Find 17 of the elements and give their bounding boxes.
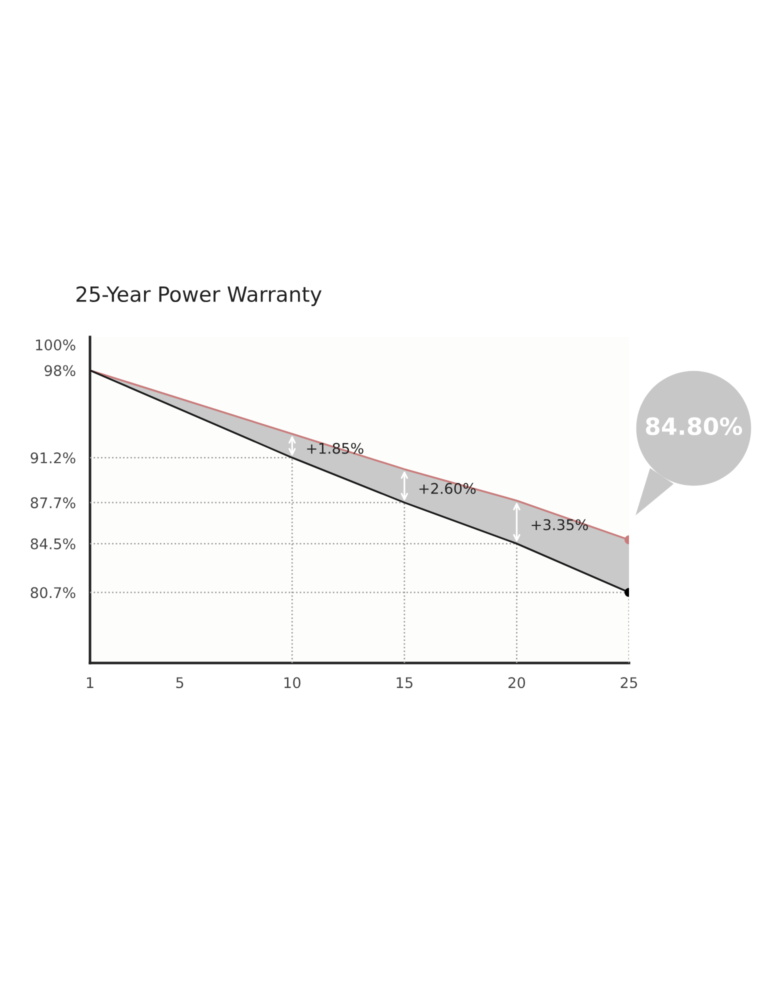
text: 84.80% [646,417,742,436]
chart-title: 25-Year Power Warranty [76,286,322,306]
annotation: +3.35% [532,519,588,530]
y-tick-label: 100% [36,339,76,350]
annotation: +2.60% [419,482,476,494]
x-tick-label: 20 [508,677,526,688]
y-tick-label: 80.7% [30,587,76,598]
x-tick-label: 10 [284,677,300,688]
y-tick-label: 84.5% [30,538,76,550]
y-tick-label: 98% [44,365,76,376]
x-tick-label: 25 [620,677,638,688]
y-tick-label: 87.7% [30,497,76,508]
x-tick-label: 1 [86,677,94,688]
y-tick-label: 91.2% [30,452,76,464]
annotation: +1.85% [307,442,364,454]
x-tick-label: 5 [176,677,184,688]
x-tick-label: 15 [396,677,412,688]
